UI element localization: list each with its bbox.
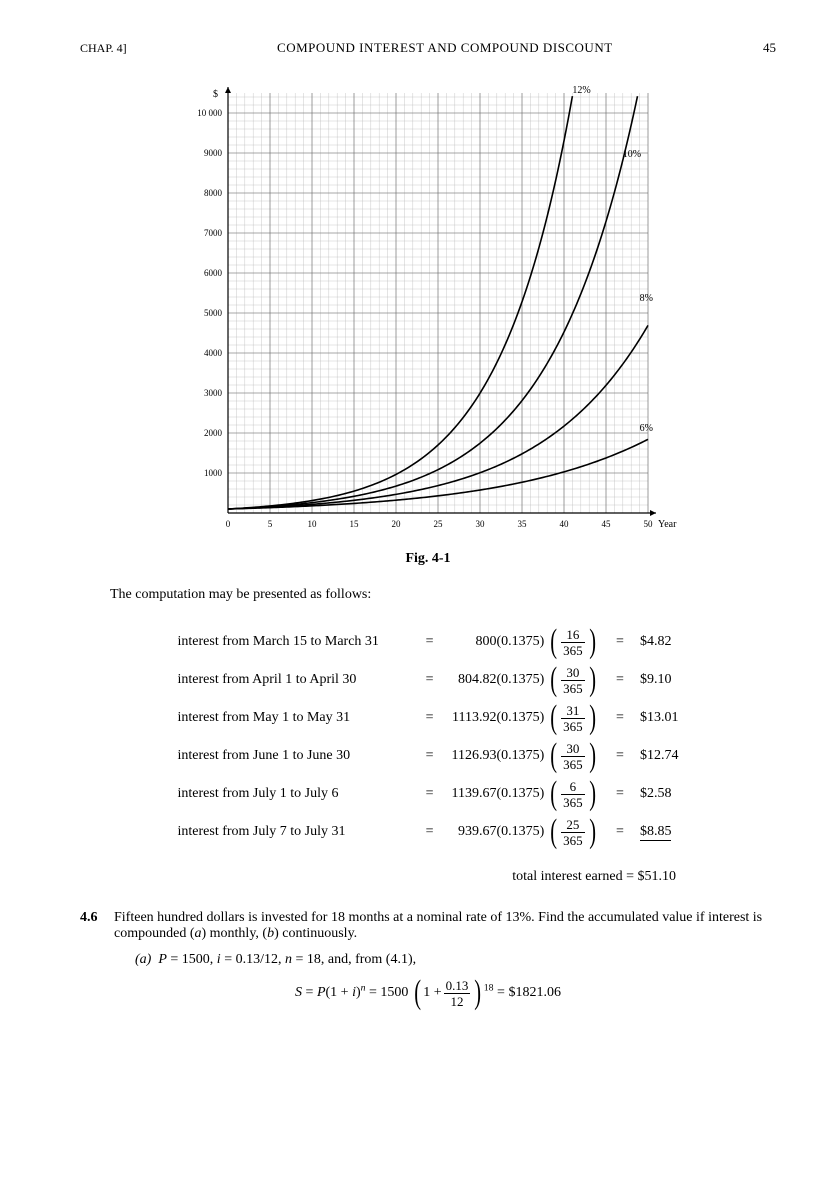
svg-text:6%: 6% xyxy=(640,423,653,434)
svg-text:45: 45 xyxy=(602,519,612,529)
calc-result: $4.82 xyxy=(636,623,685,661)
svg-text:1000: 1000 xyxy=(204,468,223,478)
calc-expression: 804.82(0.1375) (30365) xyxy=(446,661,604,699)
problem-sub-a: (a) P = 1500, i = 0.13/12, n = 18, and, … xyxy=(135,952,776,968)
calc-label: interest from July 7 to July 31 xyxy=(172,813,414,851)
page-header: CHAP. 4] COMPOUND INTEREST AND COMPOUND … xyxy=(80,40,776,56)
svg-text:10 000: 10 000 xyxy=(197,108,222,118)
svg-text:15: 15 xyxy=(350,519,360,529)
svg-text:30: 30 xyxy=(476,519,486,529)
calc-row: interest from March 15 to March 31=800(0… xyxy=(172,623,685,661)
calc-row: interest from May 1 to May 31=1113.92(0.… xyxy=(172,699,685,737)
calc-label: interest from April 1 to April 30 xyxy=(172,661,414,699)
equation-display: S = P(1 + i)n = 1500 ( 1 + 0.13 12 ) 18 … xyxy=(80,978,776,1008)
svg-text:40: 40 xyxy=(560,519,570,529)
problem-4-6: 4.6 Fifteen hundred dollars is invested … xyxy=(80,910,776,942)
svg-text:$: $ xyxy=(213,89,218,100)
calc-result: $2.58 xyxy=(636,775,685,813)
calc-row: interest from June 1 to June 30=1126.93(… xyxy=(172,737,685,775)
svg-text:7000: 7000 xyxy=(204,228,223,238)
calc-result: $12.74 xyxy=(636,737,685,775)
svg-text:6000: 6000 xyxy=(204,268,223,278)
svg-text:20: 20 xyxy=(392,519,402,529)
svg-text:8000: 8000 xyxy=(204,188,223,198)
svg-text:5000: 5000 xyxy=(204,308,223,318)
svg-text:Year: Year xyxy=(658,519,677,530)
page-number: 45 xyxy=(763,40,776,56)
svg-text:5: 5 xyxy=(268,519,273,529)
calc-label: interest from July 1 to July 6 xyxy=(172,775,414,813)
chapter-label: CHAP. 4] xyxy=(80,41,127,56)
calculation-table: interest from March 15 to March 31=800(0… xyxy=(172,623,685,851)
calc-expression: 800(0.1375) (16365) xyxy=(446,623,604,661)
calc-expression: 1126.93(0.1375) (30365) xyxy=(446,737,604,775)
total-interest: total interest earned = $51.10 xyxy=(80,869,676,885)
calc-label: interest from May 1 to May 31 xyxy=(172,699,414,737)
calc-expression: 1113.92(0.1375) (31365) xyxy=(446,699,604,737)
figure-caption: Fig. 4-1 xyxy=(80,551,776,567)
calc-label: interest from March 15 to March 31 xyxy=(172,623,414,661)
svg-text:0: 0 xyxy=(226,519,231,529)
chart-figure: 0 5 10 15 20 25 30 35 40 45 50 1000 2000 3000 4000 5000… xyxy=(80,81,776,541)
svg-text:10%: 10% xyxy=(623,149,641,160)
svg-text:35: 35 xyxy=(518,519,528,529)
calc-row: interest from July 1 to July 6=1139.67(0… xyxy=(172,775,685,813)
compound-interest-chart: 0 5 10 15 20 25 30 35 40 45 50 1000 2000 3000 4000 5000… xyxy=(178,81,678,541)
calc-result: $8.85 xyxy=(636,813,685,851)
problem-text: Fifteen hundred dollars is invested for … xyxy=(114,910,776,942)
page-title: COMPOUND INTEREST AND COMPOUND DISCOUNT xyxy=(277,40,613,56)
calc-result: $9.10 xyxy=(636,661,685,699)
svg-text:25: 25 xyxy=(434,519,444,529)
svg-text:4000: 4000 xyxy=(204,348,223,358)
svg-text:2000: 2000 xyxy=(204,428,223,438)
intro-text: The computation may be presented as foll… xyxy=(110,587,776,603)
svg-text:10: 10 xyxy=(308,519,318,529)
calc-row: interest from July 7 to July 31=939.67(0… xyxy=(172,813,685,851)
calc-row: interest from April 1 to April 30=804.82… xyxy=(172,661,685,699)
calc-result: $13.01 xyxy=(636,699,685,737)
svg-text:12%: 12% xyxy=(572,85,590,96)
problem-number: 4.6 xyxy=(80,910,114,942)
svg-text:9000: 9000 xyxy=(204,148,223,158)
svg-text:50: 50 xyxy=(644,519,654,529)
calc-expression: 1139.67(0.1375) (6365) xyxy=(446,775,604,813)
calc-label: interest from June 1 to June 30 xyxy=(172,737,414,775)
calc-expression: 939.67(0.1375) (25365) xyxy=(446,813,604,851)
svg-text:8%: 8% xyxy=(640,293,653,304)
svg-text:3000: 3000 xyxy=(204,388,223,398)
